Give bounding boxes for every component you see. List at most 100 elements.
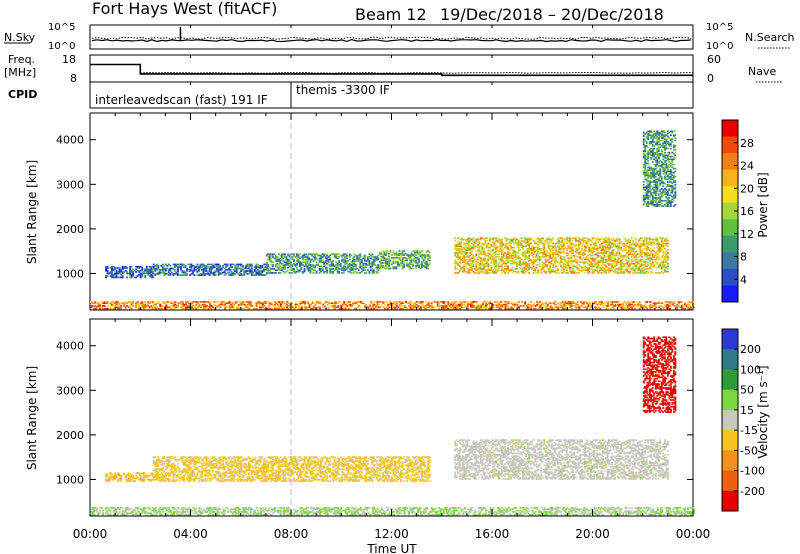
data-cell bbox=[498, 238, 500, 241]
data-cell bbox=[183, 274, 185, 276]
data-cell bbox=[293, 268, 295, 270]
data-cell bbox=[510, 262, 513, 265]
data-cell bbox=[584, 253, 586, 256]
data-cell bbox=[264, 266, 267, 268]
data-cell bbox=[285, 256, 288, 258]
data-cell bbox=[663, 269, 666, 272]
data-cell bbox=[354, 258, 357, 261]
data-cell bbox=[580, 248, 583, 250]
data-cell bbox=[425, 267, 428, 270]
data-cell bbox=[312, 266, 315, 269]
data-cell bbox=[305, 258, 308, 261]
data-cell bbox=[511, 261, 514, 264]
data-cell bbox=[504, 268, 507, 270]
data-cell bbox=[454, 265, 457, 268]
data-cell bbox=[455, 249, 458, 252]
data-cell bbox=[401, 253, 404, 255]
data-cell bbox=[553, 256, 556, 258]
data-cell bbox=[478, 241, 481, 244]
data-cell bbox=[478, 250, 481, 253]
data-cell bbox=[240, 273, 243, 275]
data-cell bbox=[481, 249, 484, 252]
data-cell bbox=[362, 266, 365, 269]
data-cell bbox=[118, 271, 121, 273]
data-cell bbox=[217, 267, 220, 270]
data-cell bbox=[225, 269, 228, 271]
data-cell bbox=[377, 265, 380, 268]
data-cell bbox=[368, 253, 371, 256]
data-cell bbox=[117, 272, 120, 275]
data-cell bbox=[461, 269, 464, 272]
data-cell bbox=[476, 249, 479, 252]
data-cell bbox=[300, 266, 303, 269]
data-cell bbox=[389, 250, 392, 252]
data-cell bbox=[388, 262, 390, 264]
data-cell bbox=[418, 266, 421, 268]
data-cell bbox=[469, 238, 472, 241]
data-cell bbox=[213, 266, 216, 268]
data-cell bbox=[326, 269, 329, 272]
data-cell bbox=[251, 305, 254, 307]
data-cell bbox=[375, 272, 378, 274]
data-cell bbox=[276, 266, 279, 269]
data-cell bbox=[103, 305, 106, 307]
data-cell bbox=[484, 254, 487, 257]
data-cell bbox=[229, 270, 232, 272]
data-cell bbox=[244, 266, 247, 268]
data-cell bbox=[496, 245, 499, 248]
data-cell bbox=[662, 307, 665, 310]
data-cell bbox=[464, 245, 467, 248]
data-cell bbox=[186, 269, 188, 271]
data-cell bbox=[481, 270, 484, 273]
data-cell bbox=[511, 246, 514, 249]
data-cell bbox=[507, 252, 510, 254]
data-cell bbox=[216, 265, 219, 267]
data-cell bbox=[267, 256, 270, 258]
data-cell bbox=[123, 265, 126, 268]
data-cell bbox=[502, 244, 505, 246]
data-cell bbox=[467, 237, 470, 240]
data-cell bbox=[309, 270, 312, 273]
data-cell bbox=[457, 245, 460, 248]
data-cell bbox=[486, 261, 488, 264]
data-cell bbox=[383, 267, 386, 270]
data-cell bbox=[384, 303, 386, 306]
data-cell bbox=[208, 269, 211, 271]
data-cell bbox=[501, 244, 503, 246]
data-cell bbox=[576, 303, 579, 306]
data-cell bbox=[396, 307, 398, 310]
data-cell bbox=[406, 254, 409, 256]
data-cell bbox=[109, 271, 112, 273]
data-cell bbox=[207, 271, 210, 274]
data-cell bbox=[666, 256, 669, 258]
data-cell bbox=[274, 258, 277, 261]
data-cell bbox=[406, 262, 409, 264]
data-cell bbox=[285, 264, 288, 266]
data-cell bbox=[106, 267, 109, 269]
data-cell bbox=[425, 254, 428, 256]
data-cell bbox=[457, 248, 460, 250]
data-cell bbox=[383, 258, 386, 260]
data-cell bbox=[470, 268, 473, 270]
data-cell bbox=[418, 253, 421, 255]
data-cell bbox=[656, 237, 659, 240]
data-cell bbox=[219, 306, 222, 309]
data-cell bbox=[329, 257, 332, 260]
data-cell bbox=[577, 272, 580, 274]
data-cell bbox=[562, 250, 565, 253]
data-cell bbox=[345, 253, 348, 256]
data-cell bbox=[593, 237, 595, 240]
data-cell bbox=[469, 269, 472, 272]
data-cell bbox=[150, 276, 153, 279]
data-cell bbox=[510, 238, 513, 241]
data-cell bbox=[372, 261, 375, 264]
data-cell bbox=[183, 271, 185, 274]
data-cell bbox=[293, 258, 295, 261]
data-cell bbox=[481, 244, 484, 246]
data-cell bbox=[256, 269, 259, 271]
data-cell bbox=[284, 256, 286, 258]
data-cell bbox=[145, 267, 148, 269]
data-cell bbox=[386, 266, 389, 268]
data-cell bbox=[190, 263, 193, 266]
data-cell bbox=[354, 268, 357, 270]
